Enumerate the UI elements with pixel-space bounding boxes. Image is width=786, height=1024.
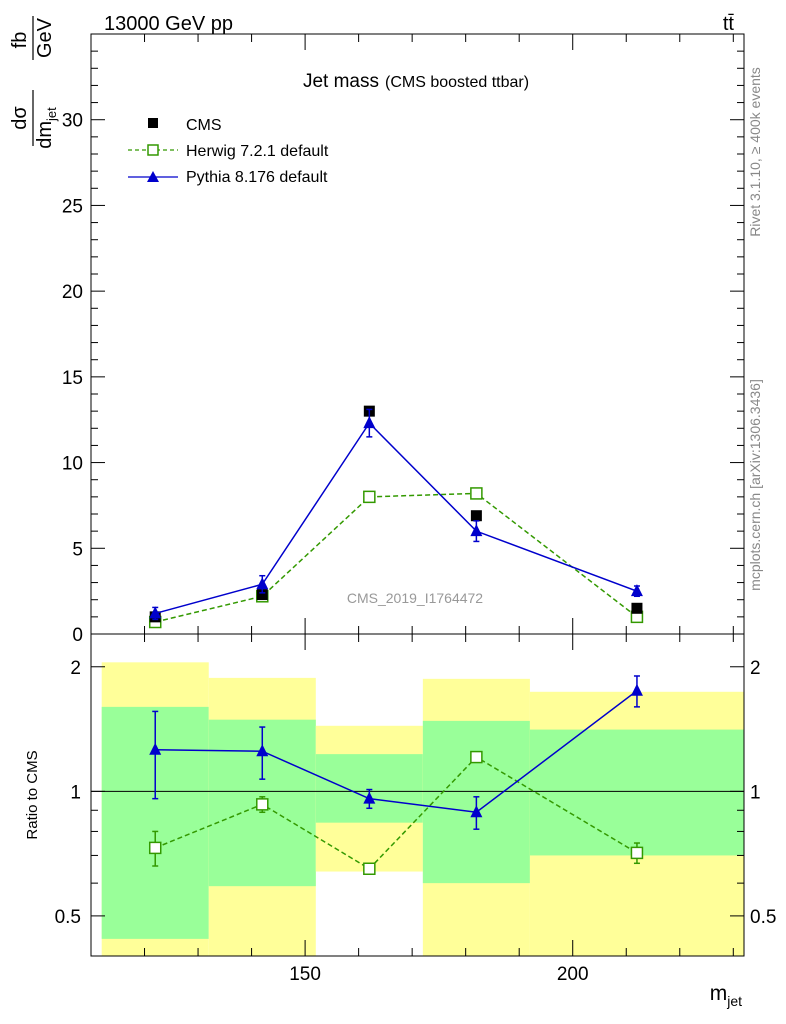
ratio-pythia-point (149, 742, 162, 755)
legend-pythia-label: Pythia 8.176 default (186, 169, 328, 186)
main-pythia-point (470, 524, 483, 537)
legend: CMS Herwig 7.2.1 default Pythia 8.176 de… (128, 117, 329, 186)
legend-pythia-marker (147, 171, 159, 182)
ratio-band-green-4 (529, 729, 744, 856)
ratio-ytick-label-right: 0.5 (750, 907, 776, 928)
ratio-herwig-point (363, 862, 376, 875)
ratio-herwig-point (148, 841, 162, 855)
ratio-pythia-point (363, 791, 376, 804)
ratio-uncertainty-bands (101, 662, 744, 956)
main-pythia-point (363, 416, 376, 429)
ratio-ytick-label-right: 2 (750, 658, 761, 679)
ratio-plot-series (148, 675, 644, 875)
ratio-pythia-point (630, 683, 643, 696)
main-ytick-label: 5 (72, 539, 83, 560)
ratio-herwig-point (256, 798, 269, 811)
main-ytick-label: 20 (62, 282, 83, 303)
main-pythia-point (149, 606, 162, 619)
ratio-band-green-2 (315, 754, 423, 823)
main-plot-series (148, 405, 644, 629)
ratio-herwig-point (630, 846, 644, 860)
main-herwig-point (363, 490, 376, 504)
main-cms-point (631, 602, 643, 614)
ratio-frame-border (90, 633, 745, 957)
ratio-ytick-label-right: 1 (750, 782, 761, 803)
legend-cms-label: CMS (186, 117, 222, 134)
legend-herwig-label: Herwig 7.2.1 default (186, 143, 329, 160)
main-cms-point (256, 589, 268, 601)
ratio-ytick-label-left: 1 (70, 782, 81, 803)
ratio-plot-frame: 150 200 0.5 0.5 1 1 2 2 (55, 633, 776, 985)
process-label: tt̄ (723, 13, 735, 35)
main-pythia-line (155, 421, 638, 615)
main-ytick-label: 25 (62, 196, 83, 217)
ratio-pythia-point (470, 805, 483, 818)
y-label-unit-den: GeV (34, 17, 56, 58)
main-ytick-label: 15 (62, 368, 83, 389)
rivet-label: Rivet 3.1.10, ≥ 400k events (747, 67, 763, 237)
main-pythia-point (256, 577, 269, 590)
y-label-numerator: dσ (9, 106, 31, 130)
y-label-unit-num: fb (9, 32, 31, 49)
main-herwig-point (470, 487, 483, 500)
ratio-xtick-label: 150 (289, 964, 321, 985)
main-ytick-label: 30 (62, 111, 83, 132)
main-pythia-point (630, 584, 643, 597)
x-axis-label: mjet (710, 982, 742, 1009)
legend-herwig-marker (147, 144, 159, 156)
y-axis-label-ratio: Ratio to CMS (24, 750, 41, 839)
ratio-xtick-label: 200 (557, 964, 589, 985)
y-axis-label-main: dσ dmjet fb GeV (9, 16, 59, 149)
main-plot-frame: 0 5 10 15 20 25 30 (62, 33, 745, 646)
ratio-ytick-label-left: 2 (70, 658, 81, 679)
ratio-pythia-point (256, 744, 269, 757)
main-ytick-label: 0 (72, 625, 83, 646)
main-ytick-label: 10 (62, 454, 83, 475)
plot-title: Jet mass (CMS boosted ttbar) (303, 71, 529, 92)
legend-cms-marker (148, 118, 158, 128)
analysis-watermark: CMS_2019_I1764472 (347, 590, 483, 606)
energy-label: 13000 GeV pp (104, 13, 233, 35)
y-label-denominator: dmjet (34, 107, 59, 149)
mcplots-label: mcplots.cern.ch [arXiv:1306.3436] (747, 379, 763, 591)
ratio-ytick-label-left: 0.5 (55, 907, 81, 928)
ratio-herwig-point (470, 750, 483, 764)
main-cms-point (470, 510, 482, 522)
